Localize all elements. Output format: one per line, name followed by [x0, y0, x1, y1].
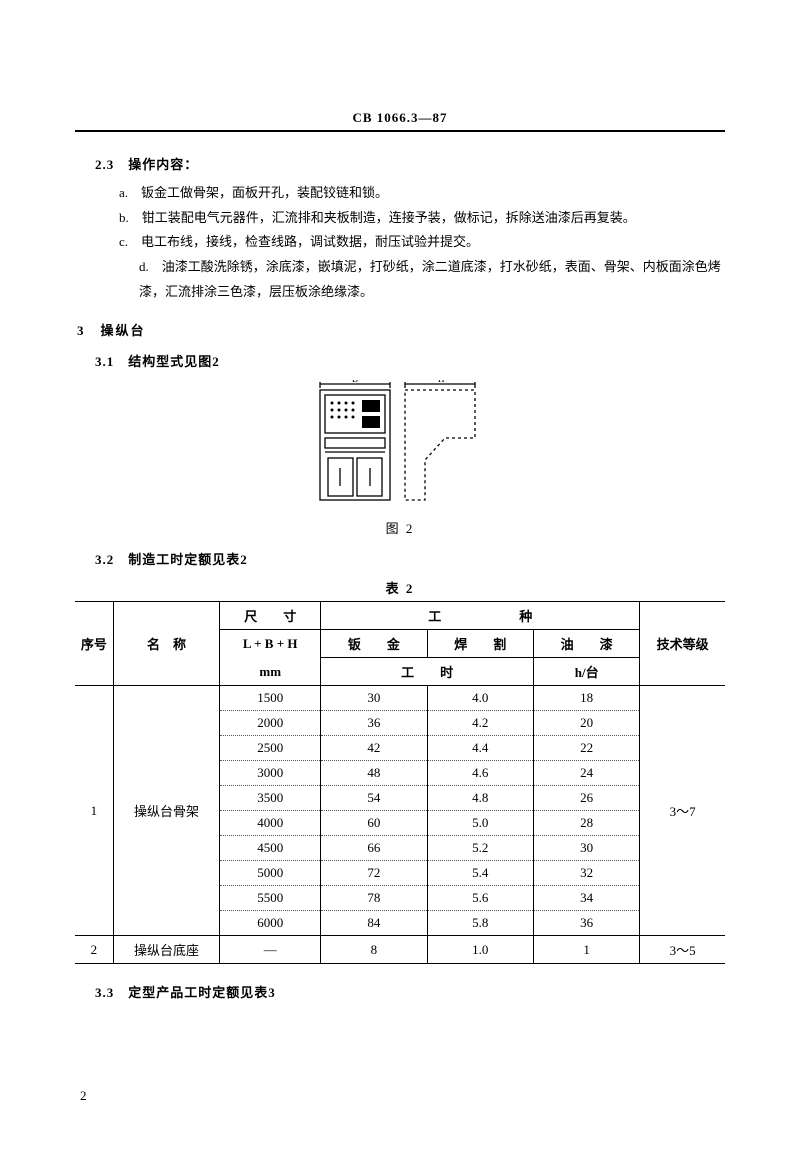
cell-v2: 4.0 [427, 686, 533, 711]
document-code: CB 1066.3—87 [75, 110, 725, 126]
section-3-2-title: 3.2 制造工时定额见表2 [95, 549, 725, 568]
cell-v2: 5.4 [427, 861, 533, 886]
cell-v2: 4.8 [427, 786, 533, 811]
section-3-title: 3 操纵台 [77, 320, 725, 339]
cell-v1: 48 [321, 761, 427, 786]
cell-v2: 5.8 [427, 911, 533, 936]
figure-2-caption: 图 2 [75, 518, 725, 537]
cell-dim: 4500 [220, 836, 321, 861]
cell-v3: 34 [533, 886, 639, 911]
cell-v2: 5.0 [427, 811, 533, 836]
section-3-3-title: 3.3 定型产品工时定额见表3 [95, 982, 725, 1001]
quota-table-2: 序号 名 称 尺 寸 工 种 技术等级 L + B + H 钣 金 焊 割 油 … [75, 601, 725, 964]
table-2-caption: 表 2 [75, 578, 725, 597]
cell-dim: 6000 [220, 911, 321, 936]
cell-name-2: 操纵台底座 [113, 936, 219, 964]
cell-v1: 78 [321, 886, 427, 911]
svg-text:H: H [438, 380, 445, 384]
cell-v1: 84 [321, 911, 427, 936]
th-c2: 焊 割 [427, 630, 533, 658]
item-d: d. 油漆工酸洗除锈，涂底漆，嵌填泥，打砂纸，涂二道底漆，打水砂纸，表面、骨架、… [119, 255, 725, 304]
cell-v3: 22 [533, 736, 639, 761]
cell-dim: 2000 [220, 711, 321, 736]
cell-v1: 42 [321, 736, 427, 761]
cell-seq-1: 1 [75, 686, 113, 936]
cell-v2: 4.2 [427, 711, 533, 736]
item-c: c. 电工布线，接线，检查线路，调试数据，耐压试验并提交。 [119, 230, 725, 255]
cell-dim: 1500 [220, 686, 321, 711]
th-tech: 技术等级 [640, 602, 725, 686]
th-dim-bot: mm [220, 658, 321, 686]
cell-v1: 36 [321, 711, 427, 736]
cell-tech-2: 3～5 [640, 936, 725, 964]
figure-2: B H [75, 380, 725, 512]
cell-v1: 66 [321, 836, 427, 861]
cell-dim: 2500 [220, 736, 321, 761]
cell-v3: 28 [533, 811, 639, 836]
th-dim-mid: L + B + H [220, 630, 321, 658]
operation-list: a. 钣金工做骨架，面板开孔，装配铰链和锁。 b. 钳工装配电气元器件，汇流排和… [119, 181, 725, 304]
cell-dim: 3000 [220, 761, 321, 786]
cell-v1: 30 [321, 686, 427, 711]
cell-v3: 30 [533, 836, 639, 861]
header-rule [75, 130, 725, 132]
th-unit-left: 工 时 [321, 658, 534, 686]
cell-v3: 18 [533, 686, 639, 711]
item-b: b. 钳工装配电气元器件，汇流排和夹板制造，连接予装，做标记，拆除送油漆后再复装… [119, 206, 725, 231]
section-2-3-title: 2.3 操作内容： [95, 154, 725, 173]
cell-v2-2: 1.0 [427, 936, 533, 964]
cell-v3: 36 [533, 911, 639, 936]
svg-text:B: B [352, 380, 358, 384]
cell-v3: 32 [533, 861, 639, 886]
cell-dim: 5500 [220, 886, 321, 911]
cell-v1-2: 8 [321, 936, 427, 964]
cell-v2: 5.6 [427, 886, 533, 911]
cell-v1: 54 [321, 786, 427, 811]
th-unit-right: h/台 [533, 658, 639, 686]
cell-dim: 5000 [220, 861, 321, 886]
cell-v3-2: 1 [533, 936, 639, 964]
item-a: a. 钣金工做骨架，面板开孔，装配铰链和锁。 [119, 181, 725, 206]
cell-v2: 5.2 [427, 836, 533, 861]
cell-v1: 72 [321, 861, 427, 886]
th-worktype: 工 种 [321, 602, 640, 630]
th-dim-top: 尺 寸 [220, 602, 321, 630]
th-c3: 油 漆 [533, 630, 639, 658]
cell-v1: 60 [321, 811, 427, 836]
cell-name-1: 操纵台骨架 [113, 686, 219, 936]
cell-v2: 4.4 [427, 736, 533, 761]
section-3-1-title: 3.1 结构型式见图2 [95, 351, 725, 370]
table-body: 1 操纵台骨架 1500 30 4.0 18 3～7 2000364.220 2… [75, 686, 725, 964]
th-name: 名 称 [113, 602, 219, 686]
cell-v3: 26 [533, 786, 639, 811]
th-c1: 钣 金 [321, 630, 427, 658]
cell-seq-2: 2 [75, 936, 113, 964]
cell-tech-1: 3～7 [640, 686, 725, 936]
cell-dim: 3500 [220, 786, 321, 811]
cell-dim: 4000 [220, 811, 321, 836]
page-number: 2 [80, 1088, 87, 1104]
cell-v3: 24 [533, 761, 639, 786]
cell-v2: 4.6 [427, 761, 533, 786]
cell-dim-2: — [220, 936, 321, 964]
cell-v3: 20 [533, 711, 639, 736]
th-seq: 序号 [75, 602, 113, 686]
